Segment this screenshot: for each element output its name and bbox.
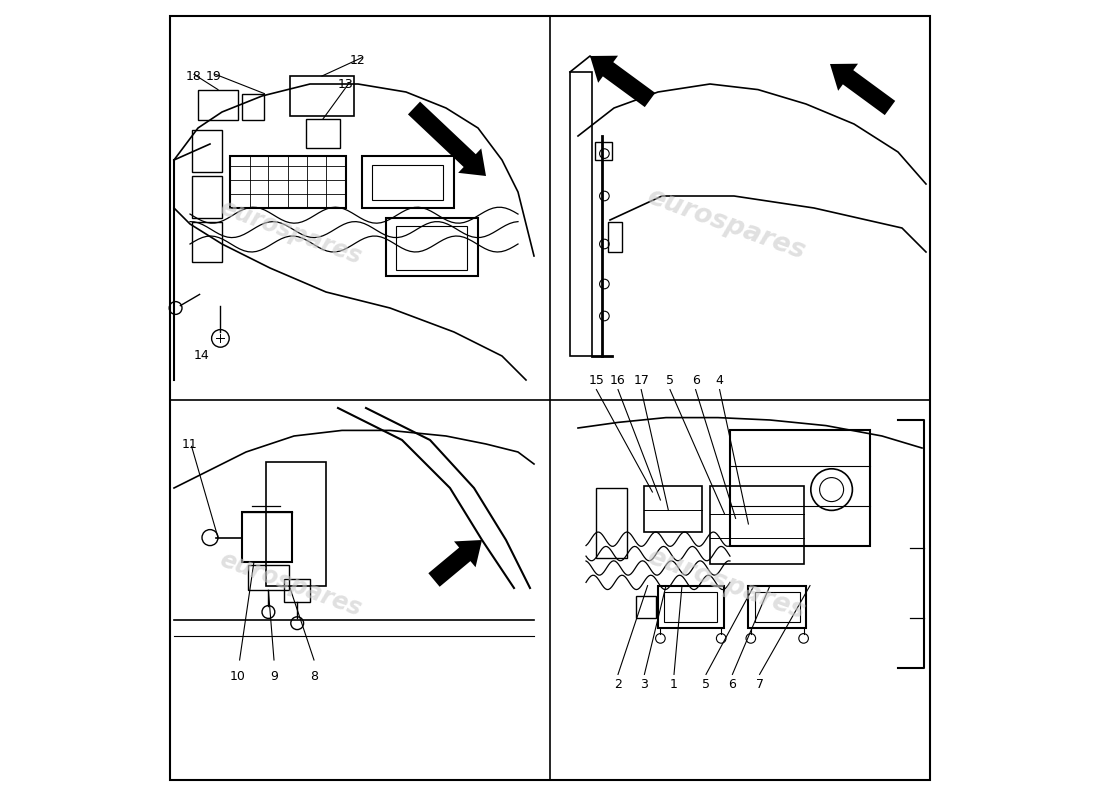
Bar [755,592,800,622]
Bar [191,176,222,218]
FancyArrow shape [830,64,895,115]
FancyArrow shape [428,540,482,586]
FancyArrow shape [408,102,486,176]
Bar [373,165,443,200]
Bar [306,119,340,148]
Bar [645,486,702,532]
Bar [730,430,870,546]
Bar [362,156,454,208]
Bar [191,222,222,262]
Bar [248,565,289,590]
Bar [290,76,354,116]
Text: eurospares: eurospares [644,543,808,625]
Text: 11: 11 [183,438,198,450]
Text: 10: 10 [230,670,246,682]
Text: 16: 16 [610,374,626,386]
Bar [230,156,346,208]
Text: eurospares: eurospares [216,547,364,621]
Text: 9: 9 [271,670,278,682]
Text: 4: 4 [716,374,724,386]
Text: 12: 12 [350,54,366,66]
Text: eurospares: eurospares [216,195,364,269]
Bar [266,462,326,586]
Bar [664,592,717,622]
Bar [570,72,593,356]
Bar [191,130,222,172]
FancyArrow shape [590,56,656,107]
Text: eurospares: eurospares [644,183,808,265]
Bar [242,94,264,120]
Text: 17: 17 [634,374,649,386]
Text: 5: 5 [666,374,674,386]
Text: 13: 13 [338,78,354,90]
Text: 7: 7 [756,678,763,690]
Bar [748,586,806,628]
Bar [242,512,292,562]
Bar [710,486,804,564]
Bar [396,226,466,270]
Bar [596,488,627,558]
Text: 3: 3 [640,678,648,690]
Bar [607,222,621,252]
Bar [386,218,478,276]
Text: 8: 8 [310,670,318,682]
Bar [198,90,238,120]
Text: 19: 19 [206,70,222,82]
Bar [658,586,724,628]
Text: 15: 15 [588,374,604,386]
Text: 6: 6 [728,678,736,690]
Bar [595,142,613,160]
Text: 14: 14 [194,350,210,362]
Text: 1: 1 [670,678,678,690]
Bar [285,579,310,602]
Bar [636,596,656,618]
Text: 6: 6 [692,374,700,386]
Text: 5: 5 [702,678,710,690]
Text: 18: 18 [186,70,202,82]
Text: 2: 2 [614,678,622,690]
